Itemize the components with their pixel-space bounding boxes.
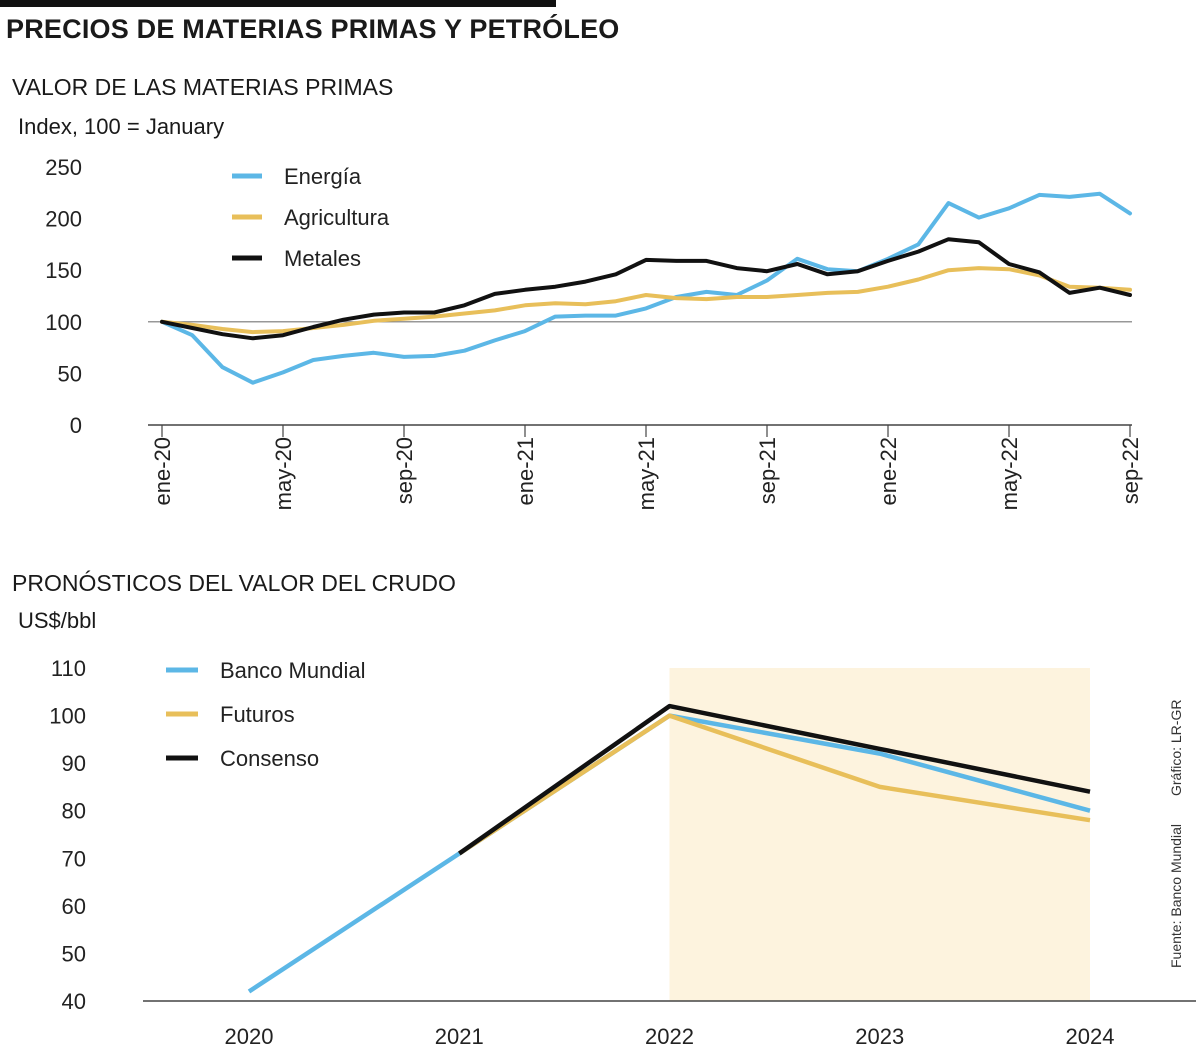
credits: Fuente: Banco Mundial Gráfico: LR-GR (1168, 700, 1184, 968)
x-tick-label: 2020 (225, 1024, 274, 1049)
graphic-credit: Gráfico: LR-GR (1168, 699, 1184, 797)
y-tick-label: 250 (45, 155, 82, 180)
legend-label: Banco Mundial (220, 658, 366, 683)
series-line-consenso (458, 703, 1091, 856)
y-tick-label: 100 (49, 704, 86, 729)
y-tick-label: 70 (62, 846, 86, 871)
series-line-energía (160, 191, 1132, 385)
legend-label: Consenso (220, 746, 319, 771)
legend-label: Energía (284, 164, 362, 189)
legend-label: Futuros (220, 702, 295, 727)
y-tick-label: 0 (70, 413, 82, 438)
y-tick-label: 100 (45, 310, 82, 335)
forecast-period-shading (669, 668, 1090, 1001)
x-tick-label: 2024 (1066, 1024, 1115, 1049)
y-tick-label: 60 (62, 894, 86, 919)
x-tick-label: sep-20 (392, 437, 417, 504)
y-tick-label: 200 (45, 207, 82, 232)
y-tick-label: 40 (62, 989, 86, 1014)
x-tick-label: sep-22 (1118, 437, 1143, 504)
y-tick-label: 150 (45, 258, 82, 283)
chart1-title: VALOR DE LAS MATERIAS PRIMAS (12, 74, 394, 100)
series-line-agricultura (160, 266, 1132, 335)
chart1-unit-label: Index, 100 = January (18, 114, 225, 139)
top-rule (0, 0, 556, 7)
series-line-metales (160, 237, 1132, 341)
x-tick-label: 2023 (855, 1024, 904, 1049)
chart2-title: PRONÓSTICOS DEL VALOR DEL CRUDO (12, 570, 456, 596)
x-tick-label: ene-21 (513, 437, 538, 506)
y-tick-label: 50 (58, 361, 82, 386)
x-tick-label: sep-21 (755, 437, 780, 504)
x-tick-label: 2021 (435, 1024, 484, 1049)
series-line-futuros (458, 713, 1091, 856)
oil-forecast-chart: 40 50 60 70 80 90 100 110 2020 2021 2022 2023 2024 Ba… (49, 656, 1196, 1049)
page-title: PRECIOS DE MATERIAS PRIMAS Y PETRÓLEO (6, 14, 620, 44)
x-tick-label: 2022 (645, 1024, 694, 1049)
y-tick-label: 50 (62, 941, 86, 966)
x-tick-label: ene-20 (150, 437, 175, 506)
y-tick-label: 110 (51, 656, 86, 681)
x-tick-label: may-20 (271, 437, 296, 510)
x-tick-label: ene-22 (876, 437, 901, 506)
x-tick-label: may-21 (634, 437, 659, 510)
y-tick-label: 90 (62, 751, 86, 776)
x-tick-label: may-22 (997, 437, 1022, 510)
commodities-chart: 0 50 100 150 200 250 ene-20 may-20 sep-20 ene-21 m… (45, 155, 1143, 510)
legend-label: Metales (284, 246, 361, 271)
chart2-unit-label: US$/bbl (18, 608, 97, 633)
legend-label: Agricultura (284, 205, 390, 230)
y-tick-label: 80 (62, 799, 86, 824)
source-credit: Fuente: Banco Mundial (1168, 824, 1184, 968)
